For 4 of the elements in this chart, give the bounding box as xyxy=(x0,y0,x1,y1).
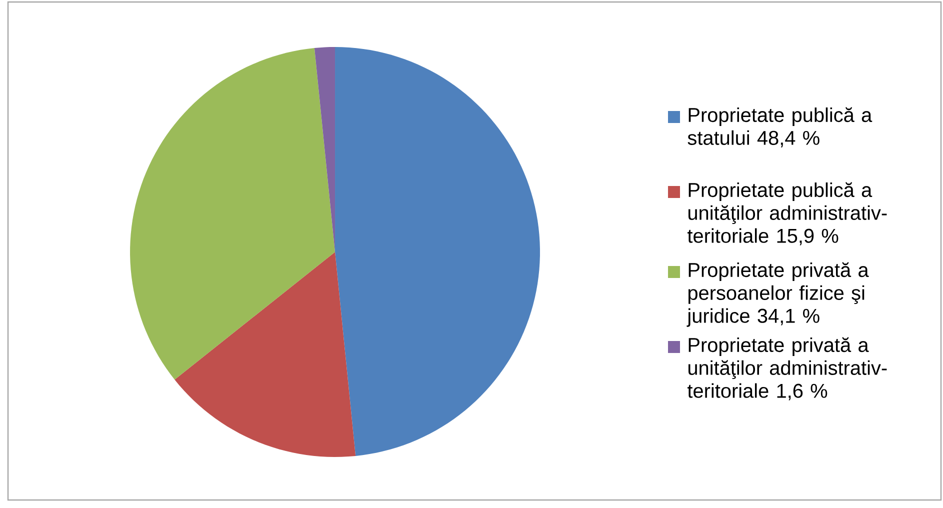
legend-label: Proprietate publică a statului 48,4 % xyxy=(688,107,872,148)
legend-label: Proprietate privată a persoanelor fizice şi juridice 34,1 % xyxy=(686,262,869,327)
legend-label: Proprietate privată a unităţilor administrativ-teritoriale 1,6 % xyxy=(688,337,887,400)
legend-label: Proprietate publică a unităţilor administrativ-teritoriale 15,9 % xyxy=(688,182,887,246)
